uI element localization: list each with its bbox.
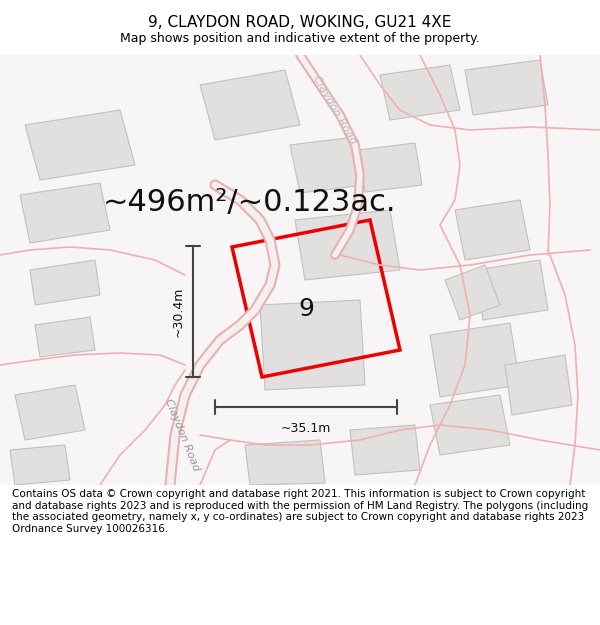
Polygon shape	[445, 265, 500, 320]
Polygon shape	[260, 300, 365, 390]
Text: ~496m²/~0.123ac.: ~496m²/~0.123ac.	[103, 189, 397, 218]
Polygon shape	[455, 200, 530, 260]
Polygon shape	[25, 110, 135, 180]
Polygon shape	[10, 445, 70, 485]
Polygon shape	[430, 323, 520, 397]
Polygon shape	[475, 260, 548, 320]
Polygon shape	[350, 425, 420, 475]
Polygon shape	[200, 70, 300, 140]
Polygon shape	[15, 385, 85, 440]
Polygon shape	[358, 143, 422, 192]
Polygon shape	[295, 210, 400, 280]
Polygon shape	[430, 395, 510, 455]
Text: Claydon Road: Claydon Road	[163, 398, 201, 472]
Polygon shape	[245, 440, 325, 485]
Text: Map shows position and indicative extent of the property.: Map shows position and indicative extent…	[120, 32, 480, 45]
Polygon shape	[465, 60, 548, 115]
Polygon shape	[290, 137, 365, 193]
Text: 9: 9	[298, 296, 314, 321]
Polygon shape	[505, 355, 572, 415]
Text: ~30.4m: ~30.4m	[172, 286, 185, 337]
Polygon shape	[30, 260, 100, 305]
Text: Contains OS data © Crown copyright and database right 2021. This information is : Contains OS data © Crown copyright and d…	[12, 489, 588, 534]
Polygon shape	[380, 65, 460, 120]
Polygon shape	[35, 317, 95, 357]
Text: ~35.1m: ~35.1m	[281, 422, 331, 435]
Text: 9, CLAYDON ROAD, WOKING, GU21 4XE: 9, CLAYDON ROAD, WOKING, GU21 4XE	[148, 16, 452, 31]
Polygon shape	[20, 183, 110, 243]
Text: Claydon Road: Claydon Road	[311, 74, 359, 146]
